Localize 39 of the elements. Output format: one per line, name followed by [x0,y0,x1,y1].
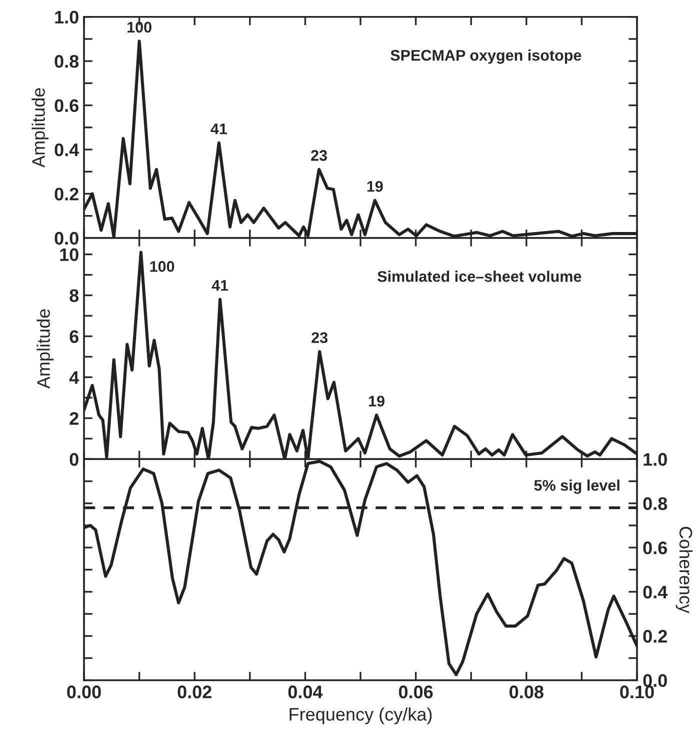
x-axis-title: Frequency (cy/ka) [290,707,432,724]
x-tick-label: 0.08 [510,686,544,698]
y2-tick-label: 0.6 [643,541,668,554]
y-axis-title: Amplitude [36,309,54,389]
x-tick-label: 0.00 [67,686,101,698]
annotation: 23 [312,332,328,344]
annotation: 19 [367,180,383,192]
annotation: SPECMAP oxygen isotope [390,50,582,64]
annotation: 23 [311,150,327,161]
x-tick-label: 0.10 [620,686,654,698]
y-tick-label: 0.6 [54,99,78,112]
y-tick-label: 2 [70,412,78,425]
x-tick-label: 0.04 [288,686,323,698]
y2-axis-title: Coherency [676,526,693,614]
x-tick-label: 0.06 [398,686,433,698]
annotation: 100 [150,261,174,272]
y-tick-label: 0.8 [54,55,79,68]
ref-line-label: 5% sig level [534,480,620,494]
y2-tick-label: 0.0 [643,674,667,687]
x-tick-label: 0.02 [178,686,212,698]
y2-tick-label: 1.0 [644,453,667,466]
annotation: 100 [128,22,152,33]
y-tick-label: 0.0 [54,232,78,245]
y-tick-label: 1.0 [55,10,78,24]
y-axis-title: Amplitude [32,88,48,168]
y2-tick-label: 0.8 [643,497,668,510]
y-tick-label: 10 [60,248,78,262]
y-tick-label: 0 [70,453,78,466]
y-tick-label: 0.4 [54,143,80,156]
y-tick-label: 0.2 [54,188,78,200]
y2-tick-label: 0.2 [643,630,667,643]
annotation: 41 [210,124,228,134]
annotation: 41 [212,280,228,291]
y-tick-label: 6 [70,330,78,343]
y-tick-label: 8 [70,289,79,302]
annotation: 19 [369,396,384,407]
y2-tick-label: 0.4 [643,586,668,598]
annotation: Simulated ice–sheet volume [378,270,582,282]
y-tick-label: 4 [69,371,80,384]
